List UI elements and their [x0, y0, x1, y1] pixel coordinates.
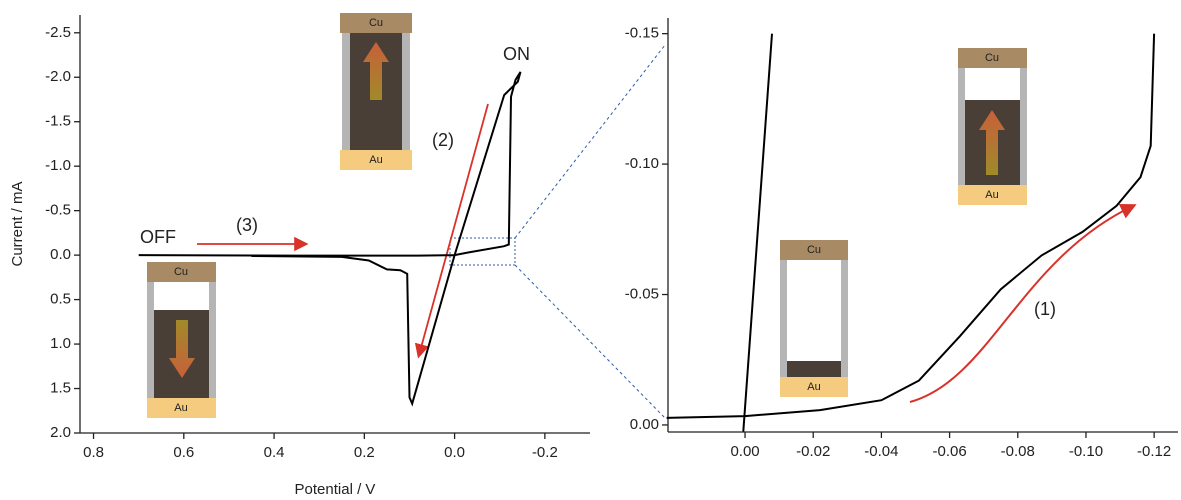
- y-tick-label: -0.05: [625, 285, 659, 302]
- annotation: (2): [432, 130, 454, 150]
- x-tick-label: -0.06: [932, 443, 966, 460]
- x-tick-label: 0.0: [444, 444, 465, 461]
- inset-label: Cu: [369, 17, 383, 29]
- inset-label: Cu: [807, 244, 821, 256]
- inset: Cu Au: [780, 240, 848, 397]
- y-tick-label: -1.0: [45, 157, 71, 174]
- x-tick-label: -0.12: [1137, 443, 1171, 460]
- x-tick-label: -0.2: [532, 444, 558, 461]
- y-tick-label: -0.15: [625, 25, 659, 42]
- y-tick-label: 0.0: [50, 246, 71, 263]
- y-tick-label: -2.0: [45, 68, 71, 85]
- x-tick-label: 0.6: [173, 444, 194, 461]
- arrow: [909, 203, 1137, 403]
- x-tick-label: 0.2: [354, 444, 375, 461]
- inset-label: Au: [174, 402, 187, 414]
- x-tick-label: -0.04: [864, 443, 898, 460]
- y-tick-label: -1.5: [45, 113, 71, 130]
- inset: Cu Au: [958, 48, 1027, 205]
- inset-label: Au: [985, 189, 998, 201]
- y-tick-label: -0.10: [625, 155, 659, 172]
- y-tick-label: -0.5: [45, 202, 71, 219]
- annotation: ON: [503, 44, 530, 64]
- x-tick-label: -0.10: [1069, 443, 1103, 460]
- inset: Cu Au: [340, 13, 412, 170]
- y-tick-label: 0.00: [630, 416, 659, 433]
- arrow: [414, 103, 489, 359]
- y-tick-label: 1.5: [50, 380, 71, 397]
- curve: [138, 71, 522, 407]
- x-tick-label: -0.08: [1001, 443, 1035, 460]
- curve: [742, 33, 773, 432]
- x-tick-label: -0.02: [796, 443, 830, 460]
- y-tick-label: -2.5: [45, 24, 71, 41]
- x-tick-label: 0.00: [730, 443, 759, 460]
- x-tick-label: 0.8: [83, 444, 104, 461]
- y-tick-label: 2.0: [50, 424, 71, 441]
- curve: [666, 33, 1156, 419]
- y-tick-label: 1.0: [50, 335, 71, 352]
- inset-label: Au: [369, 154, 382, 166]
- y-axis-title: Current / mA: [9, 181, 26, 266]
- inset-label: Cu: [985, 52, 999, 64]
- inset: Cu Au: [147, 262, 216, 418]
- x-tick-label: 0.4: [264, 444, 285, 461]
- zoom-box: [449, 237, 516, 266]
- y-tick-label: 0.5: [50, 291, 71, 308]
- annotation: (3): [236, 215, 258, 235]
- inset-label: Au: [807, 381, 820, 393]
- x-axis-title: Potential / V: [295, 481, 376, 498]
- zoom-connector: [514, 44, 666, 239]
- annotation: (1): [1034, 299, 1056, 319]
- inset-label: Cu: [174, 266, 188, 278]
- annotation: OFF: [140, 227, 176, 247]
